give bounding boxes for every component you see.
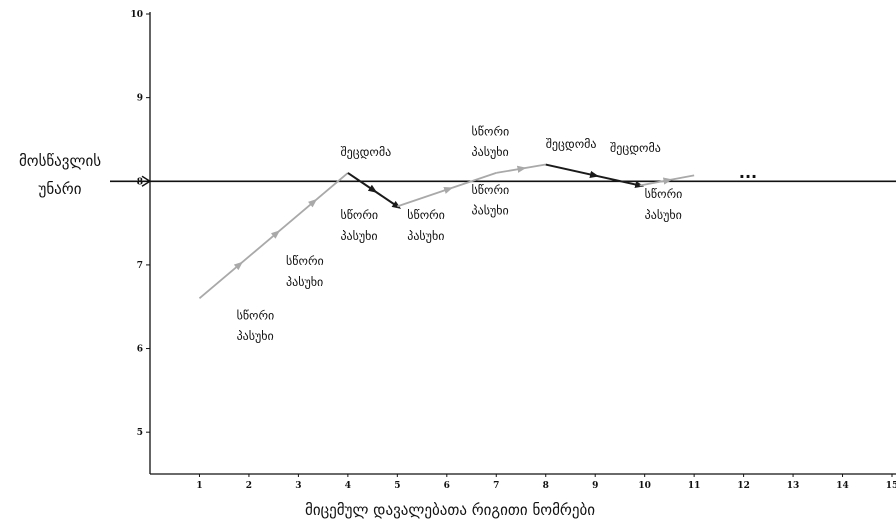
x-tick-label: 5 — [394, 481, 400, 491]
y-tick-label: 5 — [137, 428, 143, 438]
annotation-label: სწორი — [472, 124, 510, 138]
continuation-ellipsis: ... — [739, 163, 757, 182]
annotation-label: პასუხი — [286, 275, 323, 289]
x-tick-label: 14 — [836, 481, 849, 491]
series-layer — [198, 163, 695, 300]
x-tick-label: 2 — [246, 481, 252, 491]
annotation-label: შეცდომა — [610, 141, 661, 155]
annotation-label: პასუხი — [472, 145, 509, 159]
x-tick-label: 10 — [638, 481, 651, 491]
x-tick-label: 4 — [345, 481, 351, 491]
x-tick-label: 15 — [886, 481, 896, 491]
y-tick-label: 9 — [137, 94, 143, 104]
x-tick-label: 3 — [295, 481, 301, 491]
y-tick-label: 8 — [137, 177, 143, 187]
y-axis-title-line-2: უნარი — [39, 180, 82, 198]
annotation-label: სწორი — [340, 208, 378, 222]
annotation-label: პასუხი — [472, 204, 509, 218]
segment-arrow-error — [367, 184, 378, 193]
annotation-label: სწორი — [237, 308, 275, 322]
segment-endarrow-error — [391, 200, 402, 209]
x-tick-label: 8 — [543, 481, 549, 491]
segment-arrow-correct — [233, 261, 243, 271]
annotation-label: პასუხი — [407, 229, 444, 243]
y-axis-title-line-1: მოსწავლის — [19, 152, 101, 170]
x-tick-label: 9 — [592, 481, 598, 491]
annotation-label: სწორი — [286, 254, 324, 268]
annotation-label: სწორი — [645, 187, 683, 201]
segment-arrow-correct — [270, 230, 281, 239]
x-tick-label: 11 — [688, 481, 701, 491]
segment-arrow-correct — [307, 198, 318, 208]
y-tick-label: 10 — [130, 10, 143, 20]
annotation-label: პასუხი — [237, 329, 274, 343]
annotation-label: შეცდომა — [546, 137, 597, 151]
segment-error — [347, 172, 398, 208]
segment-arrow-correct — [443, 186, 454, 194]
label-layer: სწორი პასუხი სწორი პასუხი შეცდომა სწორი პასუხი… — [237, 124, 683, 343]
annotation-label: სწორი — [472, 183, 510, 197]
annotation-label: პასუხი — [645, 208, 682, 222]
y-tick-label: 7 — [137, 261, 143, 271]
x-tick-label: 7 — [493, 481, 499, 491]
segment-endarrow-error — [634, 180, 645, 188]
y-tick-label: 6 — [137, 345, 143, 355]
annotation-label: პასუხი — [340, 229, 377, 243]
x-tick-label: 6 — [444, 481, 450, 491]
annotation-label: შეცდომა — [340, 145, 391, 159]
x-tick-label: 1 — [196, 481, 202, 491]
annotation-label: სწორი — [407, 208, 445, 222]
x-axis-title: მიცემულ დავალებათა რიგითი ნომრები — [305, 501, 595, 519]
segment-correct — [639, 174, 695, 187]
x-tick-label: 12 — [737, 481, 750, 491]
x-tick-label: 13 — [787, 481, 800, 491]
